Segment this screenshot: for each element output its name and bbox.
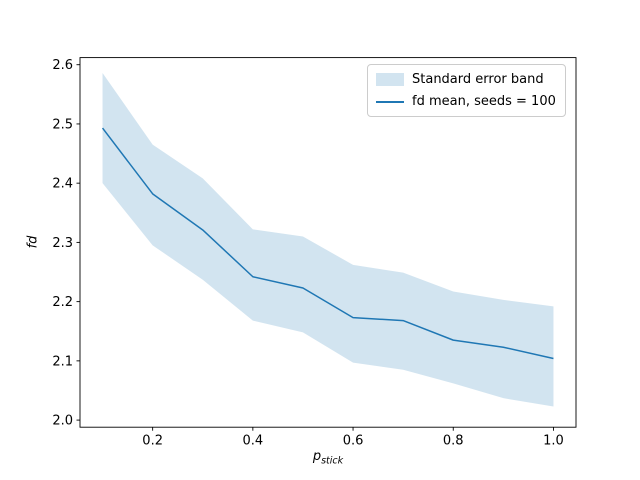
y-tick-label: 2.2 <box>52 295 73 310</box>
y-tick-label: 2.1 <box>52 354 73 369</box>
mean-line-sample-icon <box>376 100 404 103</box>
legend-label-band: Standard error band <box>412 72 544 87</box>
x-tick-label: 0.8 <box>443 434 464 449</box>
x-tick-label: 0.2 <box>142 434 163 449</box>
y-tick-label: 2.4 <box>52 177 73 192</box>
legend: Standard error band fd mean, seeds = 100 <box>367 64 566 117</box>
x-tick-label: 1.0 <box>543 434 564 449</box>
x-tick-label: 0.4 <box>243 434 264 449</box>
y-axis-label: fd <box>25 235 41 249</box>
legend-item-band: Standard error band <box>376 70 556 89</box>
x-tick-label: 0.6 <box>343 434 364 449</box>
y-tick-label: 2.3 <box>52 236 73 251</box>
legend-item-line: fd mean, seeds = 100 <box>376 92 556 111</box>
y-tick-label: 2.0 <box>52 414 73 429</box>
x-axis-label-subscript: stick <box>321 455 344 467</box>
x-axis-label-main: p <box>312 449 322 464</box>
y-tick-label: 2.5 <box>52 117 73 132</box>
mean-line <box>101 127 554 360</box>
legend-label-line: fd mean, seeds = 100 <box>412 94 556 109</box>
error-band <box>102 73 554 407</box>
error-band-swatch-icon <box>376 73 404 86</box>
x-axis-label: pstick <box>80 449 576 467</box>
y-tick-label: 2.6 <box>52 58 73 73</box>
